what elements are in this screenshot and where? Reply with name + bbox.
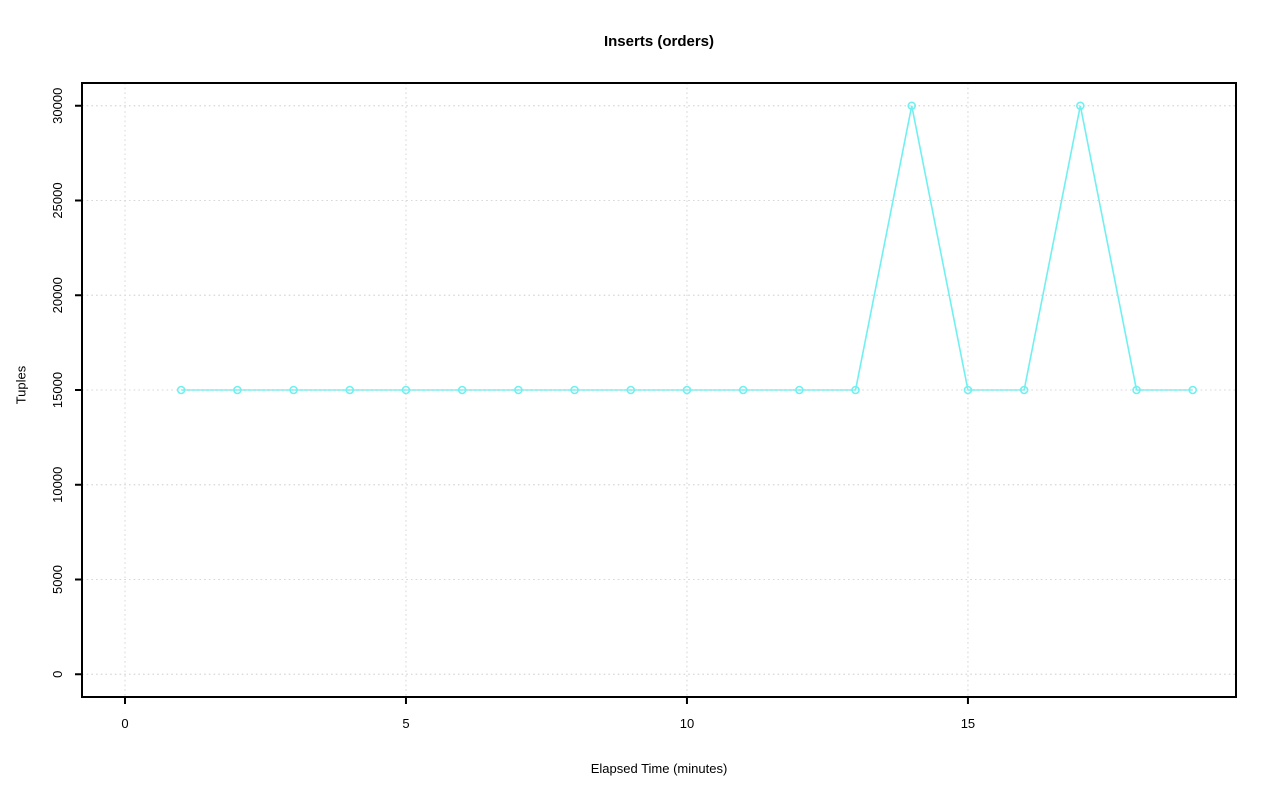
- x-tick-label: 5: [402, 716, 409, 731]
- y-tick-label: 10000: [50, 467, 65, 503]
- data-point: [570, 385, 579, 395]
- data-point: [176, 385, 186, 395]
- y-tick-label: 5000: [50, 565, 65, 594]
- data-point: [345, 385, 355, 395]
- data-point: [626, 385, 636, 395]
- y-tick-label: 20000: [50, 277, 65, 313]
- data-point: [1076, 101, 1085, 111]
- data-point: [682, 385, 692, 395]
- data-point: [738, 385, 748, 395]
- series-line: [181, 105, 1193, 391]
- chart-title: Inserts (orders): [603, 33, 715, 50]
- data-point: [457, 385, 467, 395]
- data-point: [401, 385, 411, 395]
- data-point: [1188, 385, 1198, 395]
- data-point: [1132, 385, 1141, 395]
- y-tick-label: 25000: [50, 182, 65, 218]
- data-point: [963, 385, 973, 395]
- y-tick-label: 15000: [50, 372, 65, 408]
- y-axis-title: Tuples: [13, 365, 29, 405]
- data-point: [1019, 385, 1029, 395]
- data-point: [795, 385, 804, 395]
- data-point: [907, 101, 917, 111]
- y-tick-label: 30000: [50, 88, 65, 124]
- data-point: [514, 385, 523, 395]
- x-tick-label: 15: [961, 716, 975, 731]
- data-point: [233, 385, 242, 395]
- data-point: [851, 385, 860, 395]
- x-axis-title: Elapsed Time (minutes): [590, 761, 728, 776]
- x-tick-label: 0: [121, 716, 128, 731]
- data-point: [289, 385, 298, 395]
- x-tick-label: 10: [680, 716, 694, 731]
- y-tick-label: 0: [50, 671, 65, 678]
